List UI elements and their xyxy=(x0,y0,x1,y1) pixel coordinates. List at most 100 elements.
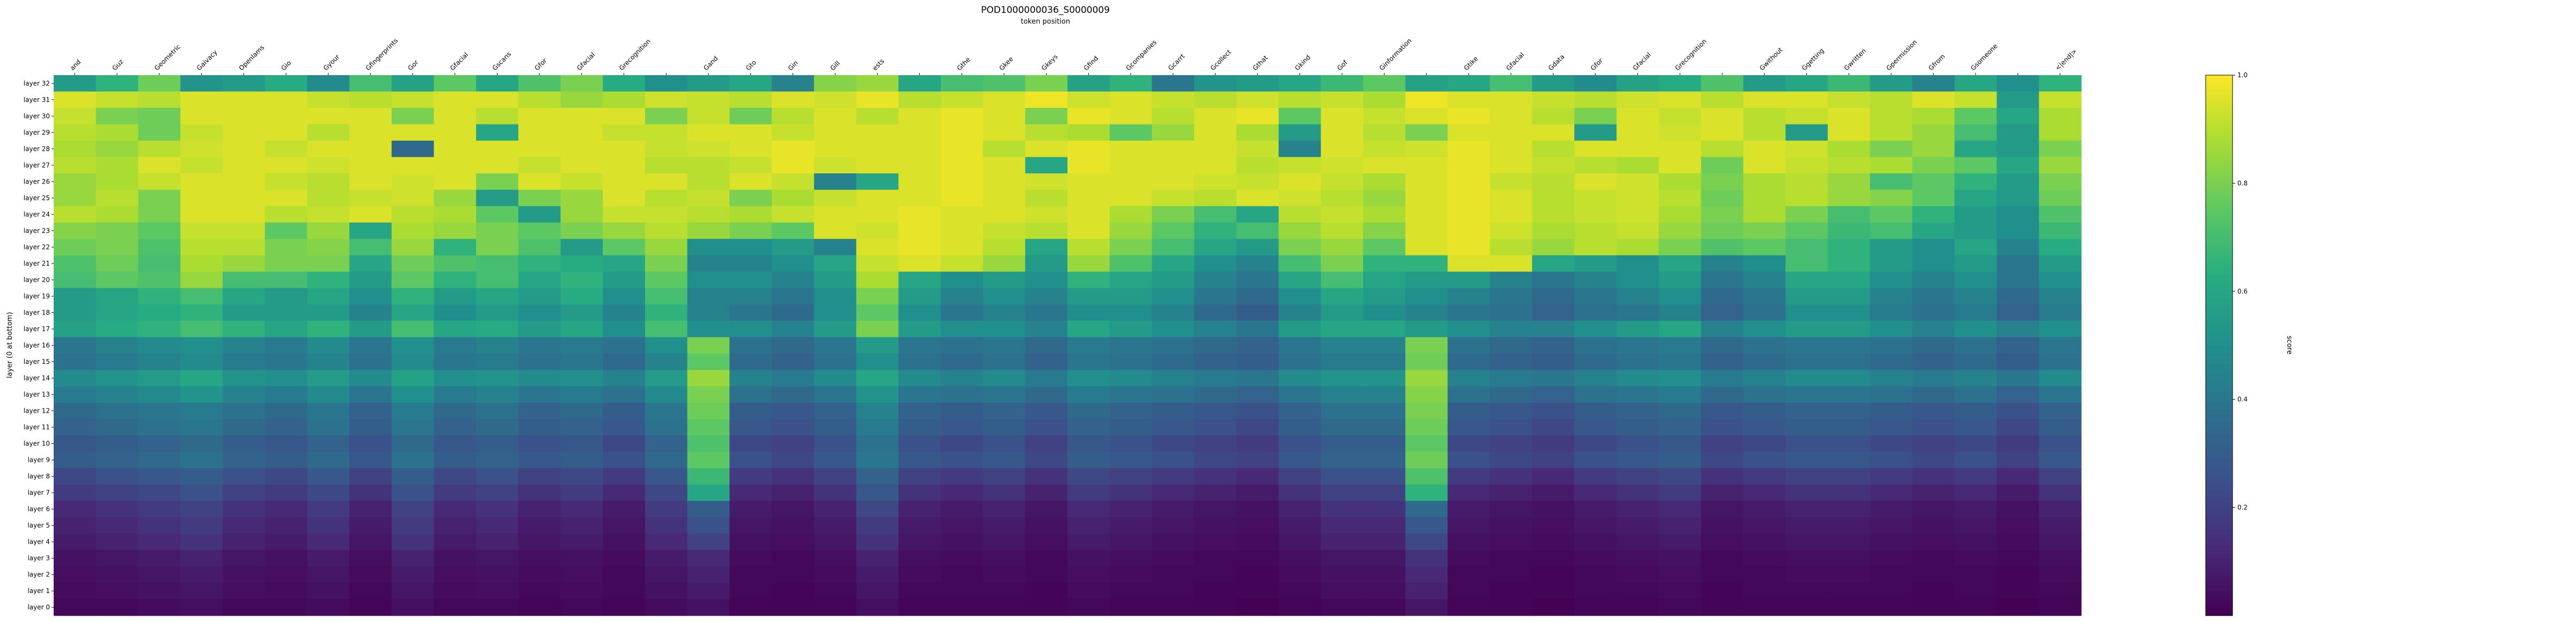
heatmap-cell xyxy=(222,288,266,305)
heatmap-cell xyxy=(1067,272,1110,289)
heatmap-cell xyxy=(518,419,561,436)
heatmap-cell xyxy=(983,484,1026,501)
colorbar-segment xyxy=(2206,531,2233,535)
heatmap-cell xyxy=(1152,599,1195,616)
colorbar-segment xyxy=(2206,207,2233,211)
heatmap-cell xyxy=(729,468,772,485)
colorbar-segment xyxy=(2206,559,2233,562)
heatmap-cell xyxy=(349,288,392,305)
heatmap-cell xyxy=(1743,222,1786,239)
heatmap-cell xyxy=(687,353,730,370)
colorbar-segment xyxy=(2206,389,2233,392)
heatmap-cell xyxy=(1532,108,1575,125)
heatmap-cell xyxy=(1996,239,2039,256)
y-tick-label: layer 9 xyxy=(27,456,50,464)
heatmap-cell xyxy=(729,533,772,551)
heatmap-cell xyxy=(1532,370,1575,387)
heatmap-cell xyxy=(560,484,603,501)
heatmap-cell xyxy=(983,566,1026,583)
heatmap-cell xyxy=(222,566,266,583)
colorbar-segment xyxy=(2206,337,2233,341)
heatmap-cell xyxy=(434,566,477,583)
colorbar-segment xyxy=(2206,478,2233,481)
heatmap-cell xyxy=(560,206,603,223)
heatmap-cell xyxy=(1616,173,1659,191)
heatmap-cells xyxy=(54,75,2082,616)
heatmap-cell xyxy=(1574,75,1617,92)
colorbar-segment xyxy=(2206,431,2233,435)
heatmap-cell xyxy=(1532,386,1575,403)
heatmap-cell xyxy=(1194,533,1237,551)
heatmap-cell xyxy=(856,451,899,469)
colorbar-segment xyxy=(2206,418,2233,422)
heatmap-cell xyxy=(1954,173,1997,191)
heatmap-cell xyxy=(265,206,308,223)
colorbar-segment xyxy=(2206,134,2233,138)
heatmap-cell xyxy=(983,288,1026,305)
heatmap-cell xyxy=(1743,173,1786,191)
heatmap-cell xyxy=(1658,189,1702,207)
heatmap-cell xyxy=(983,320,1026,338)
heatmap-cell xyxy=(1067,370,1110,387)
heatmap-cell xyxy=(1278,272,1321,289)
heatmap-cell xyxy=(1870,419,1913,436)
heatmap-cell xyxy=(687,550,730,567)
colorbar-segment xyxy=(2206,115,2233,119)
heatmap-cell xyxy=(1870,255,1913,272)
colorbar-segment xyxy=(2206,210,2233,214)
heatmap-cell xyxy=(476,157,519,174)
heatmap-cell xyxy=(476,173,519,191)
heatmap-cell xyxy=(645,599,688,616)
heatmap-cell xyxy=(1067,173,1110,191)
heatmap-cell xyxy=(1236,255,1279,272)
heatmap-cell xyxy=(476,124,519,141)
heatmap-cell xyxy=(1109,370,1153,387)
heatmap-cell xyxy=(518,599,561,616)
heatmap-cell xyxy=(1447,517,1490,535)
heatmap-cell xyxy=(1321,533,1364,551)
heatmap-cell xyxy=(518,320,561,338)
colorbar-segment xyxy=(2206,380,2233,384)
heatmap-cell xyxy=(1236,451,1279,469)
heatmap-cell xyxy=(983,501,1026,518)
heatmap-cell xyxy=(1194,222,1237,239)
heatmap-cell xyxy=(96,288,139,305)
heatmap-cell xyxy=(1574,173,1617,191)
colorbar-segment xyxy=(2206,364,2233,368)
heatmap-cell xyxy=(1616,222,1659,239)
heatmap-cell xyxy=(1996,484,2039,501)
heatmap-cell xyxy=(1912,222,1955,239)
heatmap-cell xyxy=(265,173,308,191)
heatmap-cell xyxy=(814,222,857,239)
heatmap-cell xyxy=(1574,582,1617,600)
heatmap-cell xyxy=(1152,566,1195,583)
heatmap-cell xyxy=(1447,189,1490,207)
heatmap-cell xyxy=(1532,75,1575,92)
heatmap-cell xyxy=(476,91,519,108)
colorbar-segment xyxy=(2206,269,2233,273)
heatmap-cell xyxy=(1743,320,1786,338)
heatmap-cell xyxy=(391,484,434,501)
heatmap-cell xyxy=(1574,272,1617,289)
colorbar-segment xyxy=(2206,105,2233,108)
colorbar-segment xyxy=(2206,369,2233,373)
heatmap-cell xyxy=(729,550,772,567)
heatmap-cell xyxy=(349,353,392,370)
heatmap-cell xyxy=(54,124,97,141)
heatmap-cell xyxy=(1405,484,1448,501)
heatmap-cell xyxy=(772,582,815,600)
heatmap-cell xyxy=(138,157,181,174)
heatmap-cell xyxy=(518,222,561,239)
heatmap-cell xyxy=(391,173,434,191)
heatmap-cell xyxy=(1490,337,1533,354)
heatmap-cell xyxy=(518,550,561,567)
heatmap-cell xyxy=(1574,386,1617,403)
heatmap-cell xyxy=(1912,320,1955,338)
heatmap-cell xyxy=(96,141,139,158)
heatmap-cell xyxy=(1278,517,1321,535)
heatmap-cell xyxy=(603,403,646,420)
heatmap-cell xyxy=(1321,173,1364,191)
heatmap-cell xyxy=(856,157,899,174)
heatmap-cell xyxy=(265,566,308,583)
heatmap-cell xyxy=(180,419,223,436)
